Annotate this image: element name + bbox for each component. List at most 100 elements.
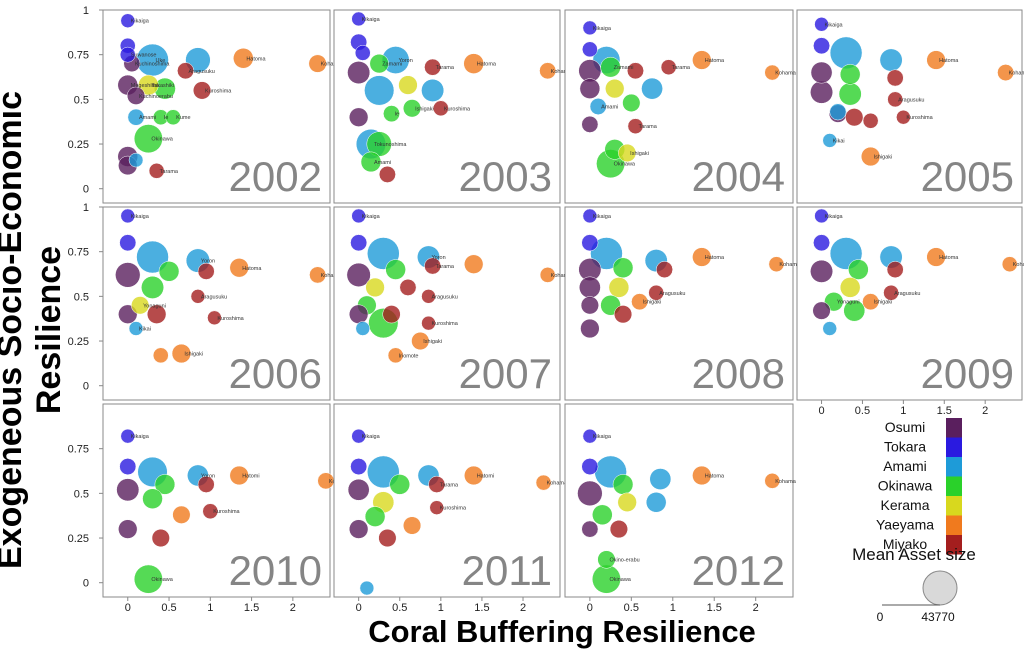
data-point bbox=[597, 550, 616, 569]
point-label: Kohama bbox=[1009, 71, 1024, 77]
data-point bbox=[190, 289, 206, 304]
data-point bbox=[128, 321, 144, 336]
point-label: Kikaiga bbox=[825, 22, 844, 28]
data-point bbox=[354, 45, 371, 61]
legend-label: Miyako bbox=[883, 536, 928, 552]
point-label: Kuroshima bbox=[213, 509, 240, 515]
y-tick-label: 0.5 bbox=[74, 291, 89, 303]
data-point bbox=[580, 296, 599, 315]
data-point bbox=[692, 50, 712, 70]
legend-swatch bbox=[946, 515, 962, 535]
x-axis-2012: 0 0.5 1 1.5 2 bbox=[587, 597, 759, 614]
point-label: Kikai bbox=[833, 138, 845, 144]
data-point bbox=[382, 305, 401, 324]
legend: Osumi Tokara Amami Okinawa Kerama Yaeyama Miya… bbox=[852, 418, 976, 624]
legend-swatch bbox=[946, 418, 962, 438]
point-label: Okinawa bbox=[151, 137, 173, 143]
data-point bbox=[692, 247, 712, 267]
data-point bbox=[119, 234, 137, 252]
panel-year-label: 2002 bbox=[229, 153, 322, 200]
point-label: Kuchinoshima bbox=[135, 62, 170, 68]
data-point bbox=[197, 475, 215, 493]
data-point bbox=[660, 59, 677, 76]
data-point bbox=[839, 277, 861, 298]
data-point bbox=[631, 293, 649, 311]
point-label: Hatoma bbox=[705, 58, 725, 64]
data-point bbox=[229, 258, 249, 278]
x-axis-2011: 0 0.5 1 1.5 2 bbox=[356, 597, 526, 614]
x-tick-label: 0 bbox=[818, 405, 824, 417]
data-point bbox=[535, 474, 552, 491]
data-point bbox=[197, 262, 215, 280]
data-point bbox=[126, 86, 146, 105]
data-point bbox=[347, 478, 370, 501]
data-point bbox=[608, 277, 630, 298]
data-point bbox=[364, 75, 395, 106]
data-point bbox=[814, 17, 829, 32]
data-point bbox=[387, 347, 404, 364]
point-label: Tarama bbox=[436, 264, 455, 270]
point-label: Ishigaki bbox=[184, 352, 203, 358]
point-label: Kikaiga bbox=[131, 19, 150, 25]
point-label: Tarama bbox=[160, 169, 179, 175]
data-point bbox=[887, 91, 904, 108]
point-label: Hatomi bbox=[477, 473, 494, 479]
legend-swatch bbox=[946, 437, 962, 457]
point-label: Kohama bbox=[775, 71, 796, 77]
legend-size-max: 43770 bbox=[921, 610, 955, 624]
x-tick-label: 0.5 bbox=[624, 602, 639, 614]
legend-swatch bbox=[946, 535, 962, 555]
data-point bbox=[886, 261, 904, 278]
legend-swatch bbox=[946, 457, 962, 477]
data-point bbox=[360, 151, 382, 173]
data-point bbox=[308, 54, 327, 73]
panel-2010: 0.750.50.250KikaigaYoronHatomiKohamaKuro… bbox=[68, 403, 350, 598]
x-tick-label: 1 bbox=[438, 602, 444, 614]
data-point bbox=[622, 93, 641, 112]
point-label: Yoron bbox=[432, 255, 446, 261]
data-point bbox=[148, 162, 165, 179]
point-label: Hatoma bbox=[242, 266, 262, 272]
data-point bbox=[838, 82, 862, 106]
point-label: Kuchinoerabu bbox=[139, 94, 173, 100]
y-tick-label: 0.25 bbox=[68, 336, 89, 348]
legend-label: Okinawa bbox=[878, 478, 933, 494]
data-point bbox=[383, 105, 400, 123]
data-point bbox=[349, 519, 369, 539]
data-point bbox=[421, 315, 436, 331]
legend-label: Amami bbox=[883, 458, 927, 474]
x-tick-label: 2 bbox=[520, 602, 526, 614]
point-label: Kikaiga bbox=[131, 434, 150, 440]
panel-frame bbox=[102, 9, 331, 204]
data-point bbox=[600, 56, 621, 78]
x-axis-title: Coral Buffering Resilience bbox=[368, 614, 756, 649]
point-label: Kuroshima bbox=[444, 106, 471, 112]
point-label: Kikaiga bbox=[593, 26, 612, 32]
panel-year-label: 2004 bbox=[692, 153, 785, 200]
x-tick-label: 1.5 bbox=[937, 405, 952, 417]
point-label: Suwanose bbox=[131, 53, 157, 59]
data-point bbox=[926, 247, 946, 267]
legend-size-title: Mean Asset size bbox=[852, 545, 976, 564]
panel-2011: Kikaiga Hatomi Kohama Tarama Kuroshima 2011 bbox=[333, 403, 568, 598]
data-point bbox=[609, 520, 628, 539]
data-point bbox=[581, 115, 599, 133]
data-point bbox=[896, 109, 911, 125]
y-tick-label: 1 bbox=[83, 5, 89, 17]
data-point bbox=[428, 475, 446, 493]
data-point bbox=[351, 11, 366, 27]
legend-size-min: 0 bbox=[877, 610, 884, 624]
point-label: Aragusuku bbox=[659, 291, 685, 297]
data-point bbox=[399, 278, 417, 296]
data-point bbox=[464, 254, 484, 274]
data-point bbox=[577, 480, 603, 507]
point-label: Tarama bbox=[436, 65, 455, 71]
data-point bbox=[421, 78, 445, 102]
data-point bbox=[590, 237, 623, 270]
point-label: Kikai bbox=[139, 327, 151, 333]
data-point bbox=[138, 74, 159, 96]
data-point bbox=[133, 124, 163, 154]
data-point bbox=[116, 478, 140, 502]
